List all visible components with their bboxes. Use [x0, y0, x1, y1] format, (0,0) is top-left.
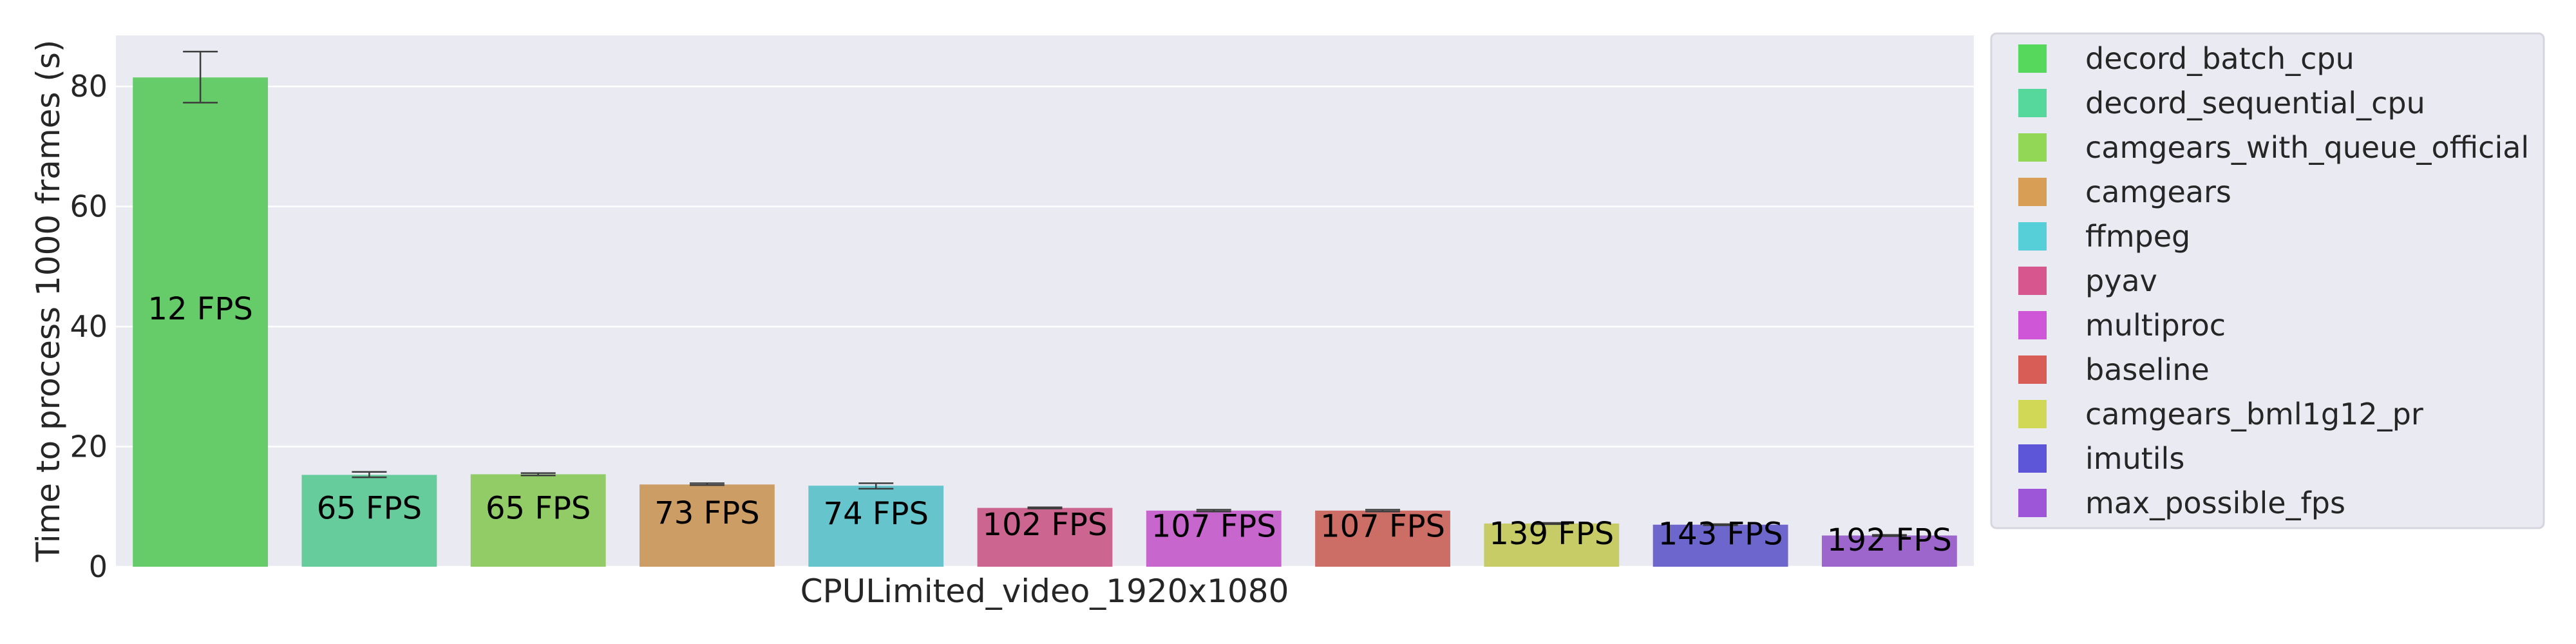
legend-swatch	[2018, 178, 2047, 206]
legend-label: multiproc	[2085, 308, 2226, 343]
bar	[1653, 524, 1788, 567]
error-bars	[183, 50, 1907, 537]
bar	[133, 77, 269, 567]
bar-value-label: 65 FPS	[486, 491, 591, 527]
legend-swatch	[2018, 400, 2047, 428]
bar-value-label: 12 FPS	[147, 291, 252, 327]
bar-value-label: 143 FPS	[1658, 516, 1783, 553]
legend-label: baseline	[2085, 352, 2210, 387]
x-axis-label: CPULimited_video_1920x1080	[800, 573, 1289, 610]
bar-value-label: 73 FPS	[654, 495, 759, 531]
bar	[301, 475, 437, 567]
legend-label: pyav	[2085, 263, 2157, 298]
bars	[133, 77, 1957, 567]
bar	[977, 507, 1113, 567]
y-axis-label: Time to process 1000 frames (s)	[30, 40, 67, 563]
bar-value-label: 102 FPS	[983, 507, 1108, 543]
legend-label: camgears_with_queue_official	[2085, 130, 2529, 165]
bar	[1315, 510, 1450, 567]
legend-swatch	[2018, 267, 2047, 295]
legend-label: decord_sequential_cpu	[2085, 86, 2425, 120]
legend-label: imutils	[2085, 441, 2184, 476]
bar-value-label: 107 FPS	[1320, 509, 1445, 545]
bar	[470, 474, 606, 567]
legend-label: max_possible_fps	[2085, 486, 2345, 520]
bar-value-label: 192 FPS	[1827, 522, 1952, 558]
legend: decord_batch_cpu decord_sequential_cpucam…	[1990, 32, 2545, 529]
bar	[1146, 510, 1282, 567]
y-tick-label: 40	[70, 309, 108, 344]
y-tick-labels: 0 20 40 60 80	[70, 69, 108, 584]
legend-label: camgears_bml1g12_pr	[2085, 397, 2423, 431]
legend-swatch	[2018, 355, 2047, 384]
y-tick-label: 80	[70, 69, 108, 104]
legend-label: decord_batch_cpu	[2085, 41, 2354, 76]
legend-swatch	[2018, 44, 2047, 73]
bar-value-label: 74 FPS	[824, 496, 929, 532]
legend-swatch	[2018, 489, 2047, 517]
bar	[1484, 523, 1620, 567]
bar-labels: 12 FPS 65 FPS 65 FPS 73 FPS 74 FPS 102 FPS 107…	[147, 291, 1951, 558]
legend-swatch	[2018, 89, 2047, 117]
bar	[639, 484, 775, 567]
bar-value-label: 107 FPS	[1151, 509, 1276, 545]
bar-value-label: 65 FPS	[317, 491, 422, 527]
legend-frame	[1990, 32, 2545, 529]
bar-value-label: 139 FPS	[1489, 516, 1614, 552]
y-tick-label: 60	[70, 189, 108, 224]
legend-swatch	[2018, 222, 2047, 251]
y-tick-label: 20	[70, 430, 108, 464]
legend-label: ffmpeg	[2085, 219, 2190, 254]
legend-swatch	[2018, 311, 2047, 339]
legend-items: decord_batch_cpu decord_sequential_cpucam…	[2018, 41, 2529, 520]
legend-label: camgears	[2085, 175, 2231, 209]
bar	[1821, 535, 1957, 567]
y-tick-label: 0	[89, 549, 108, 584]
bar	[808, 486, 944, 567]
legend-swatch	[2018, 133, 2047, 162]
legend-swatch	[2018, 444, 2047, 473]
